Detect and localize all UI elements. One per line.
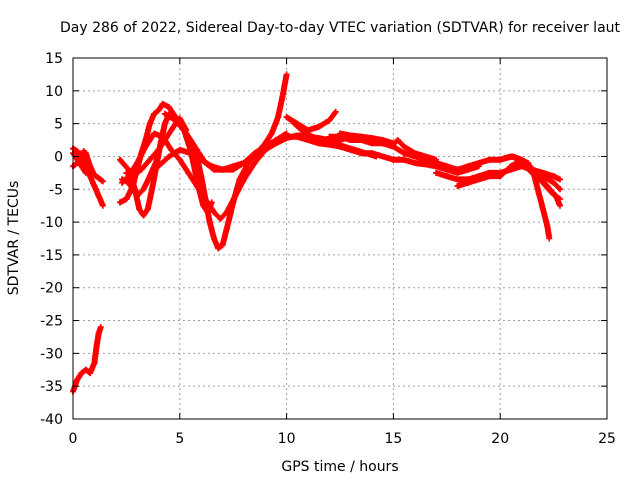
x-tick-label: 25: [598, 431, 616, 447]
y-tick-label: 5: [54, 117, 63, 133]
grid: [73, 58, 607, 419]
data-marks: [70, 71, 563, 395]
series-trace: [337, 130, 395, 146]
y-tick-label: -30: [40, 346, 63, 362]
y-tick-label: -35: [40, 379, 63, 395]
x-tick-label: 15: [384, 431, 402, 447]
y-tick-label: -20: [40, 281, 63, 297]
series-seg-d: [70, 324, 104, 395]
series-trace: [518, 160, 562, 202]
x-tick-label: 0: [69, 431, 78, 447]
x-tick-label: 10: [278, 431, 296, 447]
x-tick-label: 5: [175, 431, 184, 447]
y-tick-label: -10: [40, 215, 63, 231]
y-axis-label: SDTVAR / TECUs: [6, 181, 22, 296]
series-seg-g: [119, 130, 290, 222]
y-tick-label: 15: [45, 51, 63, 67]
series-trace: [151, 148, 162, 180]
plot-frame: [72, 57, 608, 420]
y-tick-label: -5: [49, 182, 63, 198]
y-tick-label: -40: [40, 412, 63, 428]
series-seg-j: [151, 146, 162, 180]
series-seg-q: [337, 130, 397, 147]
chart-title: Day 286 of 2022, Sidereal Day-to-day VTE…: [60, 20, 621, 36]
series-trace: [287, 117, 378, 159]
y-tick-label: -25: [40, 314, 63, 330]
y-tick-label: 10: [45, 84, 63, 100]
series-trace: [161, 110, 225, 173]
series-seg-o: [287, 117, 380, 160]
x-tick-label: 20: [491, 431, 509, 447]
axis-ticks: 0 5 10 15 20 25 15 10 5 0 -5 -10 -15 -20 -25 -30 -35 -40: [40, 51, 616, 447]
y-tick-label: -15: [40, 248, 63, 264]
y-tick-label: 0: [54, 149, 63, 165]
x-axis-label: GPS time / hours: [281, 459, 398, 475]
series-seg-u: [518, 160, 563, 203]
